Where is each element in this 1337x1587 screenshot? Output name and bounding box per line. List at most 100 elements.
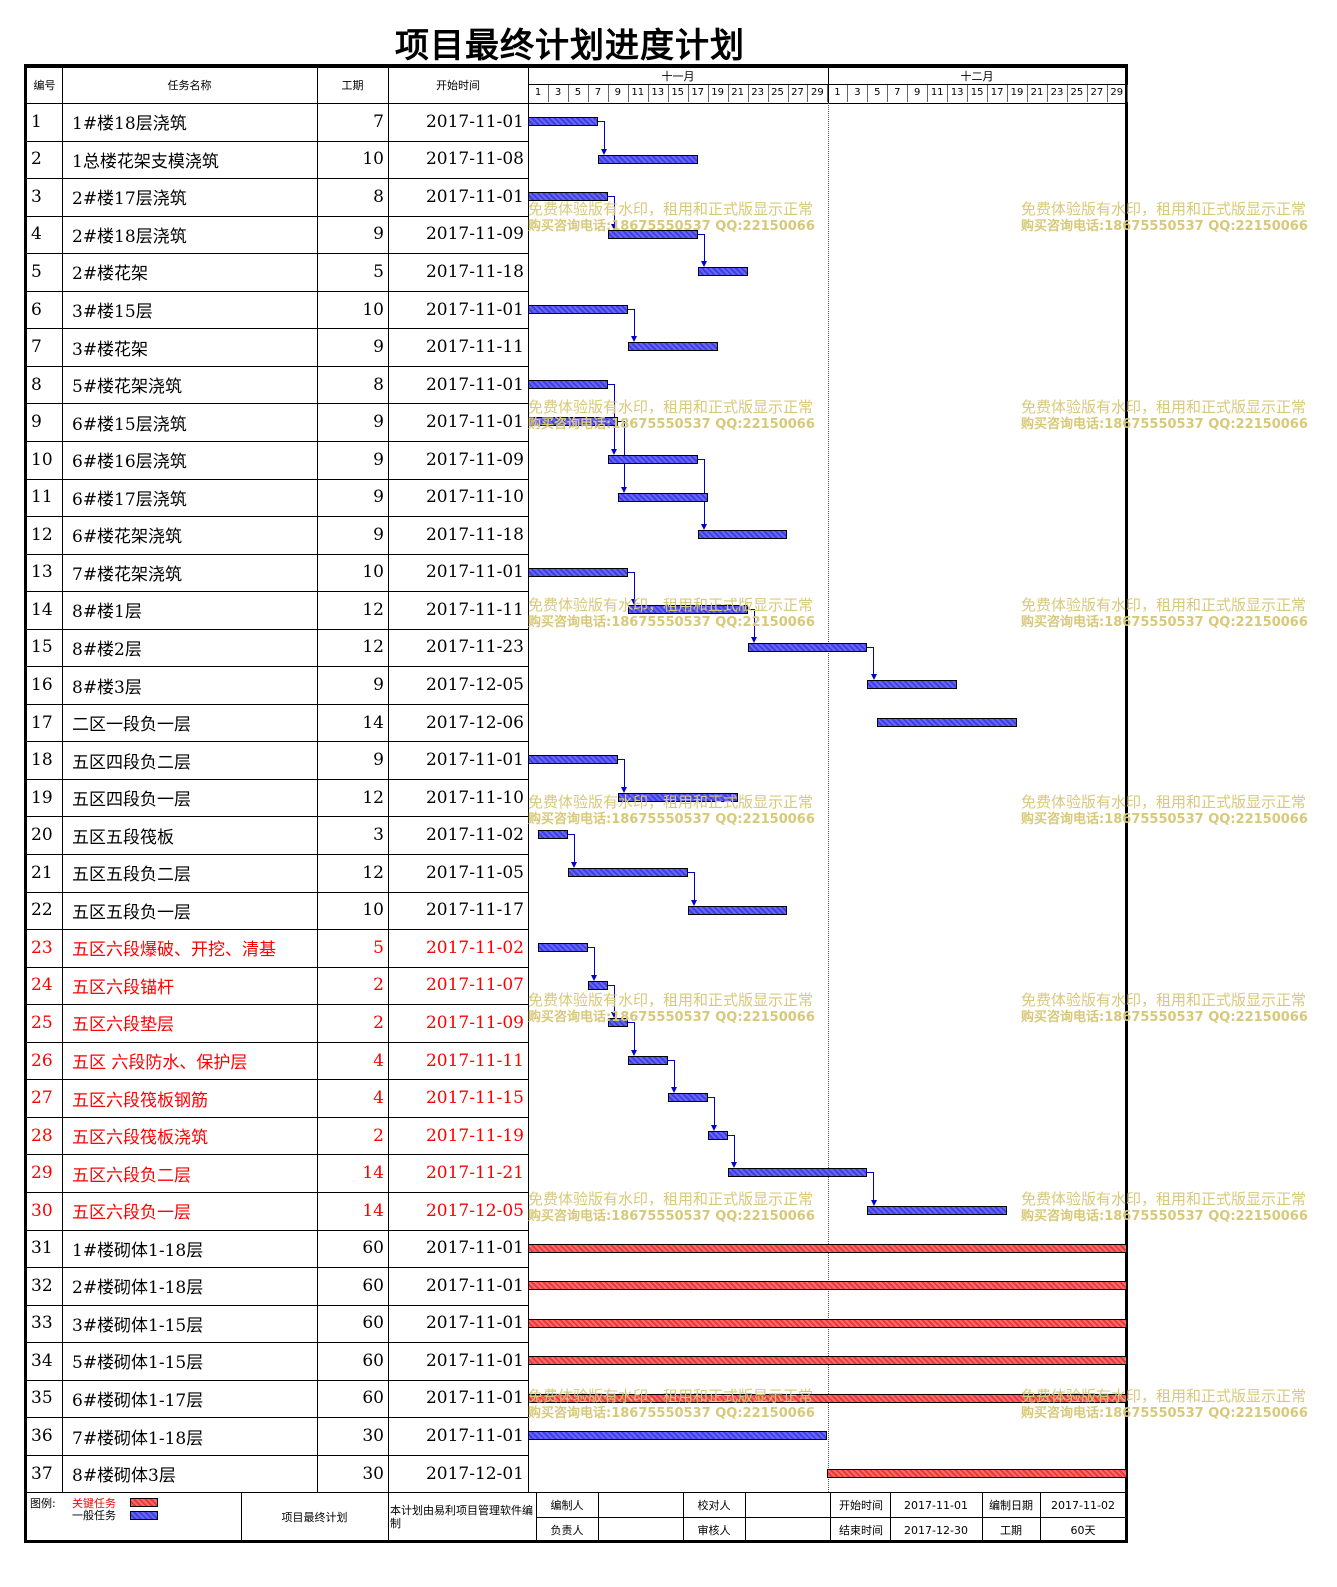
dependency-arrow: [751, 636, 758, 643]
task-name: 五区五段筏板: [72, 827, 174, 848]
day-tick: [607, 85, 609, 102]
row-line: [27, 215, 528, 217]
task-duration: 2: [373, 975, 384, 996]
row-line: [27, 403, 528, 405]
task-start-date: 2017-12-06: [425, 712, 524, 733]
header-task-name: 任务名称: [167, 79, 212, 92]
task-duration: 10: [362, 149, 384, 170]
task-name: 五区六段筏板浇筑: [72, 1128, 208, 1149]
total-duration-label: 工期: [1000, 1524, 1022, 1537]
legend-label: 图例:: [30, 1497, 56, 1510]
task-id: 30: [31, 1200, 53, 1221]
reviewer-label: 审核人: [697, 1524, 731, 1537]
task-name: 8#楼3层: [72, 677, 142, 698]
day-tick: [967, 85, 969, 102]
dependency-arrow: [731, 1162, 738, 1169]
row-line: [27, 178, 528, 180]
task-id: 7: [31, 337, 42, 358]
task-id: 11: [31, 487, 53, 508]
day-tick: [627, 85, 629, 102]
day-tick: [787, 85, 789, 102]
row-line: [27, 703, 528, 705]
task-name: 6#楼花架浇筑: [72, 527, 183, 548]
task-name: 五区五段负一层: [72, 902, 191, 923]
task-bar: [528, 1281, 1127, 1290]
column-line: [62, 67, 63, 1492]
day-label: 17: [691, 87, 705, 98]
row-line: [27, 1342, 528, 1344]
row-line: [27, 929, 528, 931]
dependency-arrow: [870, 1199, 877, 1206]
day-tick: [987, 85, 989, 102]
row-line: [27, 966, 528, 968]
dependency-link: [617, 759, 625, 790]
day-tick: [867, 85, 869, 102]
task-start-date: 2017-11-01: [425, 750, 524, 771]
task-id: 26: [31, 1050, 53, 1071]
task-bar: [687, 905, 788, 915]
task-start-date: 2017-11-01: [425, 1426, 524, 1447]
dependency-link: [697, 233, 705, 265]
task-duration: 14: [362, 712, 384, 733]
day-label: 17: [990, 87, 1004, 98]
day-tick: [927, 85, 929, 102]
task-id: 4: [31, 224, 42, 245]
day-tick: [707, 85, 709, 102]
task-start-date: 2017-11-01: [425, 1275, 524, 1296]
task-id: 5: [31, 261, 42, 282]
dependency-arrow: [671, 1087, 678, 1094]
day-label: 3: [854, 87, 861, 98]
row-line: [27, 1267, 528, 1268]
row-line: [27, 778, 528, 780]
month-december: 十二月: [960, 69, 994, 83]
task-duration: 60: [362, 1275, 384, 1296]
dependency-link: [627, 1022, 635, 1053]
row-line: [27, 440, 528, 442]
day-label: 21: [1030, 87, 1044, 98]
task-id: 33: [31, 1313, 53, 1334]
dependency-arrow: [601, 148, 608, 155]
task-id: 37: [31, 1463, 53, 1484]
legend-critical-label: 关键任务: [72, 1497, 116, 1510]
row-line: [27, 478, 528, 480]
task-id: 15: [31, 637, 53, 658]
task-bar: [528, 417, 618, 427]
page-title: 项目最终计划进度计划: [395, 26, 745, 66]
task-bar: [627, 1055, 668, 1065]
day-tick: [687, 85, 689, 102]
task-name: 五区六段垫层: [72, 1015, 174, 1036]
row-line: [27, 1116, 528, 1118]
day-label: 29: [1110, 87, 1124, 98]
software-note: 本计划由易利项目管理软件编制: [390, 1504, 533, 1530]
task-duration: 14: [362, 1163, 384, 1184]
task-start-date: 2017-11-01: [425, 111, 524, 132]
task-id: 3: [31, 186, 42, 207]
row-line: [27, 516, 528, 517]
task-id: 25: [31, 1012, 53, 1033]
task-start-date: 2017-11-01: [425, 374, 524, 395]
task-bar: [877, 717, 1017, 727]
day-label: 9: [914, 87, 921, 98]
task-id: 21: [31, 862, 53, 883]
task-duration: 10: [362, 900, 384, 921]
day-label: 23: [751, 87, 764, 98]
day-tick: [667, 85, 669, 102]
task-start-date: 2017-11-01: [425, 1238, 524, 1259]
task-duration: 4: [373, 1050, 384, 1071]
row-line: [27, 1417, 528, 1419]
dependency-link: [867, 1172, 875, 1203]
footer-top-line: [27, 1492, 1126, 1493]
month-november: 十一月: [661, 69, 695, 83]
day-label: 5: [574, 87, 582, 98]
task-id: 6: [31, 299, 42, 320]
task-id: 10: [31, 449, 53, 470]
dependency-arrow: [631, 336, 638, 343]
total-duration-value: 60天: [1070, 1524, 1096, 1537]
task-start-date: 2017-11-15: [425, 1088, 524, 1109]
day-label: 11: [930, 87, 944, 98]
task-name: 五区六段锚杆: [72, 977, 174, 998]
task-start-date: 2017-11-17: [425, 900, 524, 921]
task-duration: 60: [362, 1313, 384, 1334]
plan-name: 项目最终计划: [281, 1511, 348, 1524]
row-line: [27, 666, 528, 668]
